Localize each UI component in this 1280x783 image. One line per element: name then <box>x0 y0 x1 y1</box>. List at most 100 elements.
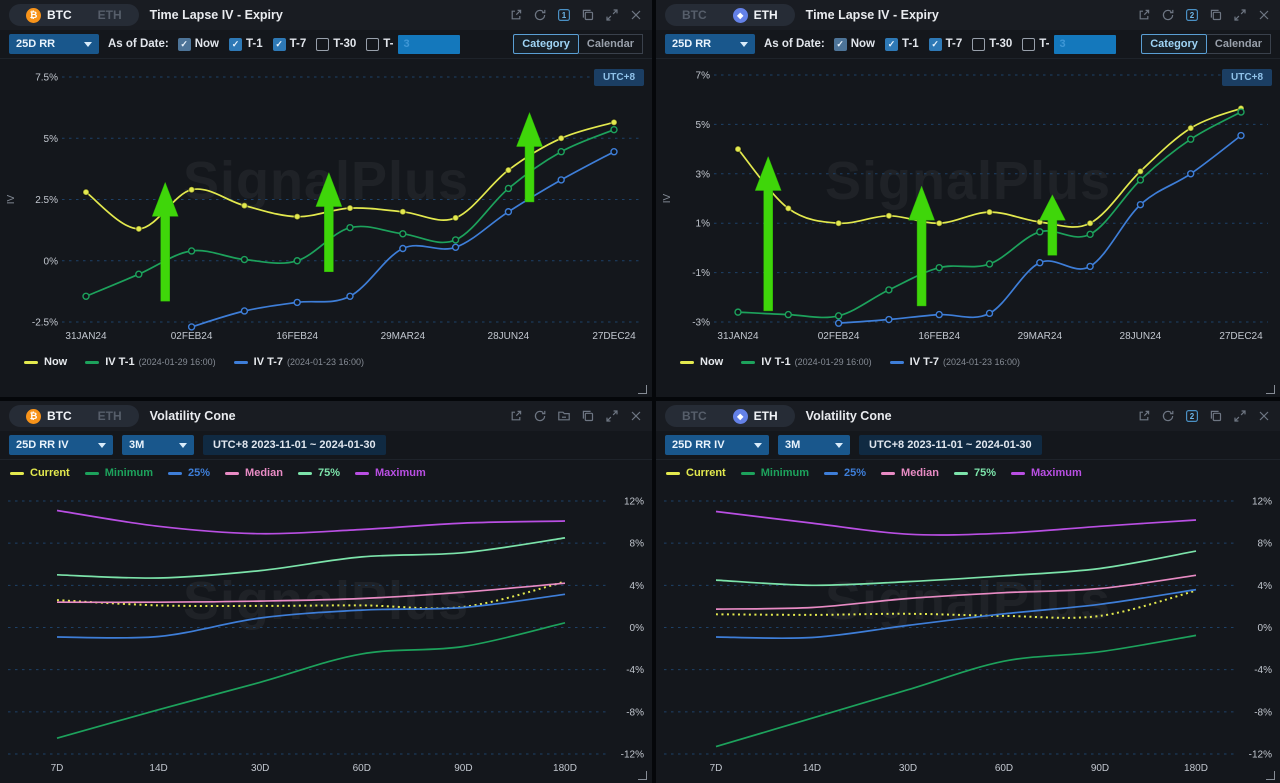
legend-item-iv-t-7[interactable]: IV T-7 (2024-01-23 16:00) <box>889 356 1020 368</box>
refresh-icon[interactable] <box>532 8 547 23</box>
legend-swatch <box>680 360 694 364</box>
legend-item-iv-t-1[interactable]: IV T-1 (2024-01-29 16:00) <box>741 356 872 368</box>
duplicate-icon[interactable] <box>580 409 595 424</box>
view-calendar-button[interactable]: Calendar <box>578 34 643 54</box>
asset-tab-eth[interactable]: ETH <box>85 4 135 26</box>
checkbox-unchecked-icon[interactable] <box>1022 37 1036 51</box>
window-count-badge[interactable]: 1 <box>556 8 571 23</box>
refresh-icon[interactable] <box>1160 8 1175 23</box>
expand-icon[interactable] <box>1232 8 1247 23</box>
date-option-t-30[interactable]: T-30 <box>972 37 1012 51</box>
checkbox-unchecked-icon[interactable] <box>366 37 380 51</box>
metric-dropdown[interactable]: 25D RR <box>665 34 755 54</box>
checkbox-checked-icon[interactable]: ✓ <box>177 37 191 51</box>
legend-item-minimum[interactable]: Minimum <box>740 467 809 479</box>
external-link-icon[interactable] <box>1136 8 1151 23</box>
date-option-t-1[interactable]: ✓ T-1 <box>228 37 263 51</box>
legend-item-maximum[interactable]: Maximum <box>1010 467 1082 479</box>
legend-swatch <box>84 471 99 475</box>
resize-handle[interactable] <box>638 771 647 780</box>
checkbox-checked-icon[interactable]: ✓ <box>884 37 898 51</box>
close-icon[interactable] <box>628 8 643 23</box>
checkbox-unchecked-icon[interactable] <box>316 37 330 51</box>
legend-item-current[interactable]: Current <box>666 467 726 479</box>
legend-item-median[interactable]: Median <box>881 467 939 479</box>
view-category-button[interactable]: Category <box>1141 34 1207 54</box>
legend-item-75[interactable]: 75% <box>953 467 996 479</box>
y-tick-label: 4% <box>1258 581 1273 592</box>
date-option-t-7[interactable]: ✓ T-7 <box>928 37 963 51</box>
asset-tab-btc[interactable]: ₿ BTC <box>13 405 85 427</box>
tenor-dropdown[interactable]: 3M <box>122 435 194 455</box>
checkbox-unchecked-icon[interactable] <box>972 37 986 51</box>
chart-area[interactable]: SignalPlus 12% 8% 4% 0% -4% -8% -12% 7D 14D 30D 60… <box>656 482 1280 779</box>
duplicate-icon[interactable] <box>1208 409 1223 424</box>
window-count-badge[interactable]: 2 <box>1184 409 1199 424</box>
legend-item-median[interactable]: Median <box>225 467 283 479</box>
data-point <box>346 223 354 232</box>
date-option-t-30[interactable]: T-30 <box>316 37 356 51</box>
external-link-icon[interactable] <box>508 8 523 23</box>
checkbox-checked-icon[interactable]: ✓ <box>272 37 286 51</box>
legend-item-now[interactable]: Now <box>680 356 723 368</box>
external-link-icon[interactable] <box>1136 409 1151 424</box>
date-option-t[interactable]: T- <box>366 37 393 51</box>
expand-icon[interactable] <box>604 409 619 424</box>
tenor-dropdown[interactable]: 3M <box>778 435 850 455</box>
legend-item-maximum[interactable]: Maximum <box>354 467 426 479</box>
external-link-icon[interactable] <box>508 409 523 424</box>
date-option-label: T-7 <box>945 38 963 50</box>
asset-tab-eth[interactable]: ETH <box>85 405 135 427</box>
checkbox-checked-icon[interactable]: ✓ <box>928 37 942 51</box>
close-icon[interactable] <box>1256 8 1271 23</box>
legend-item-minimum[interactable]: Minimum <box>84 467 153 479</box>
duplicate-icon[interactable] <box>580 8 595 23</box>
view-category-button[interactable]: Category <box>513 34 579 54</box>
data-point <box>885 212 893 220</box>
legend-item-iv-t-7[interactable]: IV T-7 (2024-01-23 16:00) <box>233 356 364 368</box>
window-count-badge[interactable]: 2 <box>1184 8 1199 23</box>
resize-handle[interactable] <box>1266 771 1275 780</box>
date-option-now[interactable]: ✓ Now <box>833 37 875 51</box>
metric-dropdown[interactable]: 25D RR IV <box>9 435 113 455</box>
data-point <box>885 286 893 294</box>
legend-item-25[interactable]: 25% <box>824 467 866 479</box>
expand-icon[interactable] <box>604 8 619 23</box>
checkbox-checked-icon[interactable]: ✓ <box>833 37 847 51</box>
resize-handle[interactable] <box>638 385 647 394</box>
date-option-t-7[interactable]: ✓ T-7 <box>272 37 306 51</box>
refresh-icon[interactable] <box>1160 409 1175 424</box>
legend-item-75[interactable]: 75% <box>297 467 340 479</box>
chart-area[interactable]: SignalPlus UTC+8 7% 5% 3% 1% -1% -3% 31JAN24 02… <box>656 59 1280 349</box>
expand-icon[interactable] <box>1232 409 1247 424</box>
asset-tab-eth[interactable]: ◆ ETH <box>720 4 791 26</box>
t-days-input[interactable] <box>398 34 461 54</box>
x-tick-label: 31JAN24 <box>65 331 107 342</box>
checkbox-checked-icon[interactable]: ✓ <box>228 37 242 51</box>
resize-handle[interactable] <box>1266 385 1275 394</box>
chart-area[interactable]: SignalPlus UTC+8 7.5%5%2.5%0%-2.5%31JAN2… <box>0 59 652 349</box>
refresh-icon[interactable] <box>532 409 547 424</box>
asset-tab-btc[interactable]: BTC <box>669 4 720 26</box>
asset-tab-btc[interactable]: ₿ BTC <box>13 4 85 26</box>
legend-item-iv-t-1[interactable]: IV T-1 (2024-01-29 16:00) <box>85 356 216 368</box>
close-icon[interactable] <box>628 409 643 424</box>
metric-dropdown[interactable]: 25D RR IV <box>665 435 769 455</box>
legend-item-current[interactable]: Current <box>10 467 70 479</box>
close-icon[interactable] <box>1256 409 1271 424</box>
legend-item-now[interactable]: Now <box>24 356 67 368</box>
date-option-t-1[interactable]: ✓ T-1 <box>884 37 919 51</box>
date-option-t[interactable]: T- <box>1022 37 1049 51</box>
panel-timelapse-btc: ₿ BTC ETH Time Lapse IV - Expiry 1 25D R… <box>0 0 652 397</box>
metric-dropdown[interactable]: 25D RR <box>9 34 99 54</box>
duplicate-icon[interactable] <box>1208 8 1223 23</box>
up-arrow-icon <box>908 185 935 307</box>
view-calendar-button[interactable]: Calendar <box>1206 34 1271 54</box>
date-option-now[interactable]: ✓ Now <box>177 37 219 51</box>
chart-area[interactable]: SignalPlus 12% 8% 4% 0% -4% -8% -12% 7D 14D 30D 60… <box>0 482 652 779</box>
asset-tab-btc[interactable]: BTC <box>669 405 720 427</box>
asset-tab-eth[interactable]: ◆ ETH <box>720 405 791 427</box>
legend-item-25[interactable]: 25% <box>168 467 210 479</box>
folder-icon[interactable] <box>556 409 571 424</box>
t-days-input[interactable] <box>1054 34 1117 54</box>
